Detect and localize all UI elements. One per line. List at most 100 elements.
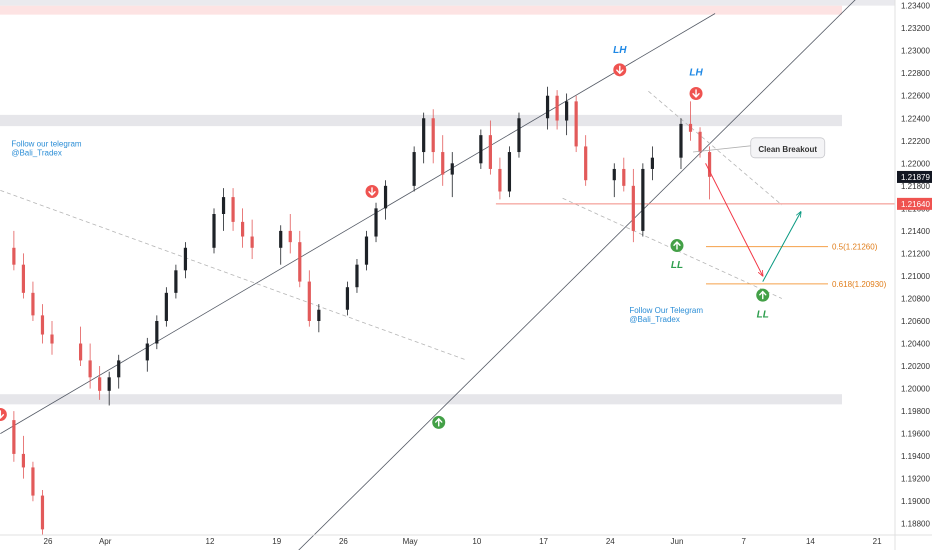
candle-body <box>174 270 178 293</box>
candle <box>212 208 216 254</box>
candle-body <box>374 208 378 237</box>
dashed-wedge-upper-line <box>648 90 783 206</box>
candle-body <box>584 146 588 181</box>
candle <box>355 259 359 293</box>
candle-body <box>317 309 321 321</box>
candle-body <box>488 135 492 169</box>
candle-body <box>688 123 693 132</box>
candle <box>584 135 588 186</box>
candle <box>250 219 254 260</box>
support-zone <box>0 394 842 405</box>
marker-arrow <box>435 418 443 427</box>
y-tick-label: 1.23400 <box>901 2 930 11</box>
candle-body <box>183 247 188 271</box>
candle-body <box>622 168 626 186</box>
y-tick-label: 1.19200 <box>901 475 930 484</box>
candle <box>450 152 454 198</box>
y-tick-label: 1.22600 <box>901 92 930 101</box>
candle-body <box>412 152 416 186</box>
candle-body <box>450 163 454 175</box>
candle-body <box>355 264 359 288</box>
markers-layer <box>0 63 770 429</box>
candle-body <box>707 152 712 177</box>
last-price-badge <box>897 170 932 183</box>
candle-body <box>40 495 45 530</box>
y-tick-label: 1.20400 <box>901 340 930 349</box>
candle <box>88 343 92 389</box>
y-tick-label: 1.23200 <box>901 24 930 33</box>
x-tick-label: 26 <box>44 537 53 546</box>
candle-body <box>383 185 388 209</box>
marker-arrow <box>616 65 624 75</box>
candle <box>78 326 83 367</box>
candle-body <box>698 131 702 153</box>
candle <box>345 281 350 316</box>
candle-body <box>241 221 245 237</box>
candle-body <box>107 377 111 391</box>
candle-body <box>641 168 645 231</box>
candle-body <box>517 118 521 153</box>
candle <box>40 304 45 344</box>
candle <box>98 366 102 400</box>
candle-body <box>345 287 350 310</box>
candle-body <box>12 247 16 265</box>
candle <box>183 242 188 279</box>
y-tick-label: 1.21800 <box>901 182 930 191</box>
y-tick-label: 1.21000 <box>901 272 930 281</box>
telegram-2-line-0: Follow Our Telegram <box>629 306 703 315</box>
candle <box>231 188 235 231</box>
candle-body <box>288 230 292 243</box>
candle-body <box>612 168 616 181</box>
candle-body <box>164 292 168 321</box>
candle <box>221 188 226 231</box>
middle-zone <box>0 114 842 127</box>
candle <box>431 109 435 164</box>
candle-body <box>479 135 483 164</box>
candle <box>707 146 712 200</box>
candle-body <box>31 292 35 316</box>
candle-body <box>679 123 683 158</box>
candle-body <box>117 360 121 378</box>
candle-body <box>498 168 502 192</box>
candle <box>679 118 683 169</box>
x-tick-label: 21 <box>873 537 882 546</box>
ll-1-label: LL <box>671 260 683 271</box>
candle <box>31 461 35 502</box>
resistance-zone <box>0 5 842 15</box>
y-tick-label: 1.19800 <box>901 407 930 416</box>
candle-body <box>298 242 302 282</box>
clean-breakout-box <box>750 137 826 159</box>
candle <box>21 253 26 299</box>
y-tick-label: 1.21400 <box>901 227 930 236</box>
candle <box>698 127 702 158</box>
y-tick-label: 1.22800 <box>901 69 930 78</box>
candle-body <box>40 315 45 335</box>
horizontal-levels-layer: 0.5(1.21260) 0.618(1.20930) <box>495 203 895 289</box>
candle-body <box>155 321 159 344</box>
candle-body <box>565 101 569 121</box>
y-tick-label: 1.20000 <box>901 385 930 394</box>
candle-body <box>650 157 654 169</box>
candle <box>50 321 54 355</box>
dashed-lower-trend-line <box>0 189 468 361</box>
lh-1-label: LH <box>613 45 627 56</box>
candle-body <box>231 197 235 222</box>
marker-up-1-icon <box>432 415 446 429</box>
candle <box>164 287 168 327</box>
candle <box>288 214 292 254</box>
candle <box>688 101 693 141</box>
candle <box>298 230 302 288</box>
candle <box>565 93 569 136</box>
marker-arrow <box>759 290 767 300</box>
projection-layer <box>705 163 801 282</box>
x-tick-label: 19 <box>272 537 281 546</box>
y-tick-label: 1.19000 <box>901 497 930 506</box>
marker-up-ll-1-icon <box>670 239 684 253</box>
y-tick-label: 1.22400 <box>901 114 930 123</box>
x-tick-label: May <box>403 537 418 546</box>
marker-up-ll-2-icon <box>756 288 770 302</box>
x-tick-label: 14 <box>806 537 815 546</box>
x-tick-label: Jun <box>671 537 684 546</box>
